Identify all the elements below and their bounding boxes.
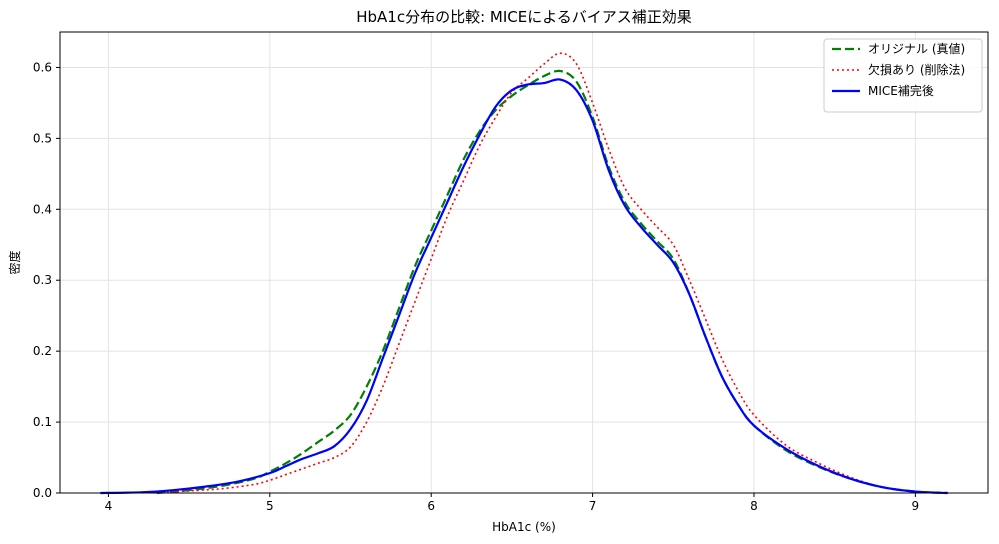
y-tick-label: 0.2: [33, 344, 52, 358]
legend-label-3: MICE補完後: [868, 83, 934, 98]
x-tick-label: 7: [589, 499, 597, 513]
x-tick-label: 6: [427, 499, 435, 513]
legend: オリジナル (真値) 欠損あり (削除法) MICE補完後: [823, 38, 983, 113]
chart-title: HbA1c分布の比較: MICEによるバイアス補正効果: [356, 8, 692, 26]
series-line-3: [100, 78, 948, 495]
series-lines: [100, 52, 948, 495]
y-tick-label: 0.4: [33, 202, 52, 216]
x-tick-label: 4: [105, 499, 113, 513]
y-tick-label: 0.5: [33, 131, 52, 145]
plot-frame: [59, 31, 989, 494]
x-tick-label: 8: [750, 499, 758, 513]
x-tick-label: 9: [912, 499, 920, 513]
legend-box: [823, 38, 983, 113]
y-tick-label: 0.3: [33, 273, 52, 287]
y-tick-label: 0.0: [33, 486, 52, 500]
x-tick-label: 5: [266, 499, 274, 513]
x-axis-label: HbA1c (%): [492, 520, 556, 534]
y-tick-label: 0.6: [33, 60, 52, 74]
axis-ticks: 4 5 6 7 8 9 0.0 0.1 0.2 0.3 0.4 0.5 0.6: [33, 60, 919, 513]
legend-label-2: 欠損あり (削除法): [868, 62, 965, 77]
y-axis-label: 密度: [7, 250, 22, 274]
series-line-2: [156, 52, 948, 494]
legend-label-1: オリジナル (真値): [868, 41, 965, 56]
y-tick-label: 0.1: [33, 415, 52, 429]
